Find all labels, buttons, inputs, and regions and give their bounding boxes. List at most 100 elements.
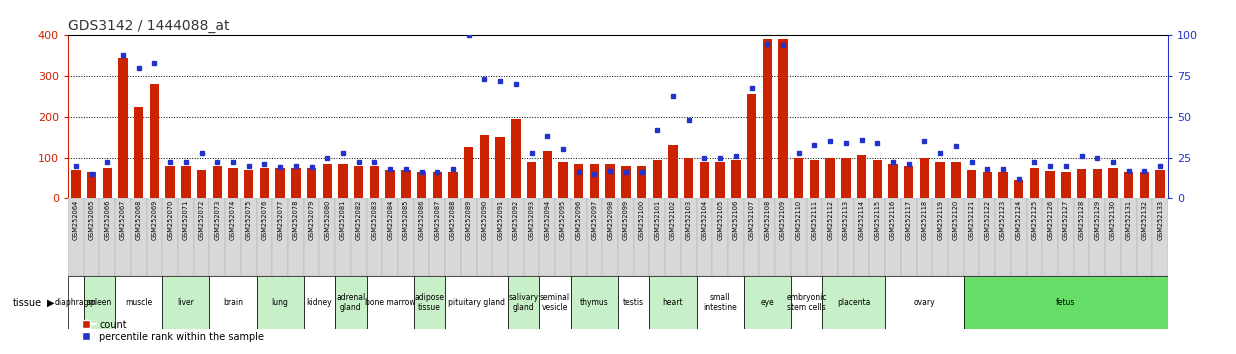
Text: GSM252128: GSM252128 — [1079, 200, 1084, 240]
Bar — [904, 166, 913, 198]
Bar — [822, 198, 838, 276]
Bar — [335, 276, 367, 329]
Text: GSM252089: GSM252089 — [466, 200, 472, 240]
Bar — [857, 155, 866, 198]
Text: GSM252108: GSM252108 — [764, 200, 770, 240]
Text: GSM252110: GSM252110 — [796, 200, 802, 240]
Bar — [932, 198, 948, 276]
Bar — [587, 198, 602, 276]
Bar — [87, 172, 96, 198]
Text: eye: eye — [760, 298, 774, 307]
Text: GSM252075: GSM252075 — [246, 200, 252, 240]
Bar — [319, 198, 335, 276]
Text: GSM252092: GSM252092 — [513, 200, 519, 240]
Bar — [602, 198, 618, 276]
Text: GSM252123: GSM252123 — [1000, 200, 1006, 240]
Bar — [873, 160, 883, 198]
Bar — [508, 276, 539, 329]
Bar — [952, 161, 960, 198]
Bar — [1152, 198, 1168, 276]
Text: GSM252084: GSM252084 — [387, 200, 393, 240]
Bar — [449, 172, 457, 198]
Bar — [559, 161, 567, 198]
Text: brain: brain — [222, 298, 243, 307]
Bar — [1042, 198, 1058, 276]
Text: GSM252090: GSM252090 — [482, 200, 487, 240]
Bar — [869, 198, 885, 276]
Bar — [964, 198, 979, 276]
Bar — [917, 198, 932, 276]
Text: GSM252082: GSM252082 — [356, 200, 362, 240]
Bar — [131, 198, 147, 276]
Bar — [1058, 198, 1074, 276]
Bar — [194, 198, 209, 276]
Text: GSM252126: GSM252126 — [1047, 200, 1053, 240]
Bar — [744, 276, 791, 329]
Bar — [791, 198, 807, 276]
Legend: count, percentile rank within the sample: count, percentile rank within the sample — [73, 316, 268, 346]
Bar — [72, 170, 80, 198]
Bar — [417, 172, 426, 198]
Text: GSM252112: GSM252112 — [827, 200, 833, 240]
Text: GSM252094: GSM252094 — [544, 200, 550, 240]
Text: GSM252072: GSM252072 — [199, 200, 204, 240]
Text: GSM252096: GSM252096 — [576, 200, 582, 240]
Text: GSM252133: GSM252133 — [1157, 200, 1163, 240]
Text: GSM252117: GSM252117 — [906, 200, 912, 240]
Bar — [272, 198, 288, 276]
Text: GSM252104: GSM252104 — [702, 200, 707, 240]
Bar — [1030, 168, 1039, 198]
Bar — [1124, 172, 1133, 198]
Bar — [779, 40, 787, 198]
Text: pituitary gland: pituitary gland — [449, 298, 506, 307]
Bar — [889, 164, 897, 198]
Bar — [429, 198, 445, 276]
Bar — [464, 147, 473, 198]
Text: GSM252107: GSM252107 — [749, 200, 754, 240]
Text: testis: testis — [623, 298, 644, 307]
Bar — [512, 119, 520, 198]
Bar — [480, 135, 489, 198]
Text: fetus: fetus — [1057, 298, 1075, 307]
Text: tissue: tissue — [12, 298, 42, 308]
Bar — [936, 161, 944, 198]
Bar — [1014, 180, 1023, 198]
Text: GSM252073: GSM252073 — [214, 200, 220, 240]
Bar — [1062, 172, 1070, 198]
Text: GSM252103: GSM252103 — [686, 200, 692, 240]
Bar — [461, 198, 477, 276]
Bar — [304, 198, 319, 276]
Bar — [257, 198, 272, 276]
Text: GSM252102: GSM252102 — [670, 200, 676, 240]
Text: GSM252080: GSM252080 — [324, 200, 330, 240]
Bar — [653, 160, 662, 198]
Bar — [182, 166, 190, 198]
Bar — [794, 158, 803, 198]
Bar — [995, 198, 1011, 276]
Bar — [162, 198, 178, 276]
Bar — [398, 198, 414, 276]
Bar — [574, 164, 583, 198]
Bar — [508, 198, 524, 276]
Text: heart: heart — [662, 298, 684, 307]
Text: GSM252074: GSM252074 — [230, 200, 236, 240]
Bar — [257, 276, 304, 329]
Bar — [133, 107, 143, 198]
Text: GSM252066: GSM252066 — [104, 200, 110, 240]
Text: GSM252122: GSM252122 — [984, 200, 990, 240]
Bar — [697, 276, 744, 329]
Bar — [433, 172, 442, 198]
Bar — [386, 170, 394, 198]
Text: GSM252065: GSM252065 — [89, 200, 94, 240]
Bar — [744, 198, 759, 276]
Text: GSM252068: GSM252068 — [136, 200, 142, 240]
Bar — [276, 168, 284, 198]
Bar — [634, 198, 649, 276]
Bar — [209, 198, 225, 276]
Bar — [854, 198, 869, 276]
Text: GSM252119: GSM252119 — [937, 200, 943, 240]
Bar — [1089, 198, 1105, 276]
Bar — [622, 166, 630, 198]
Text: GSM252079: GSM252079 — [309, 200, 314, 240]
Bar — [68, 198, 84, 276]
